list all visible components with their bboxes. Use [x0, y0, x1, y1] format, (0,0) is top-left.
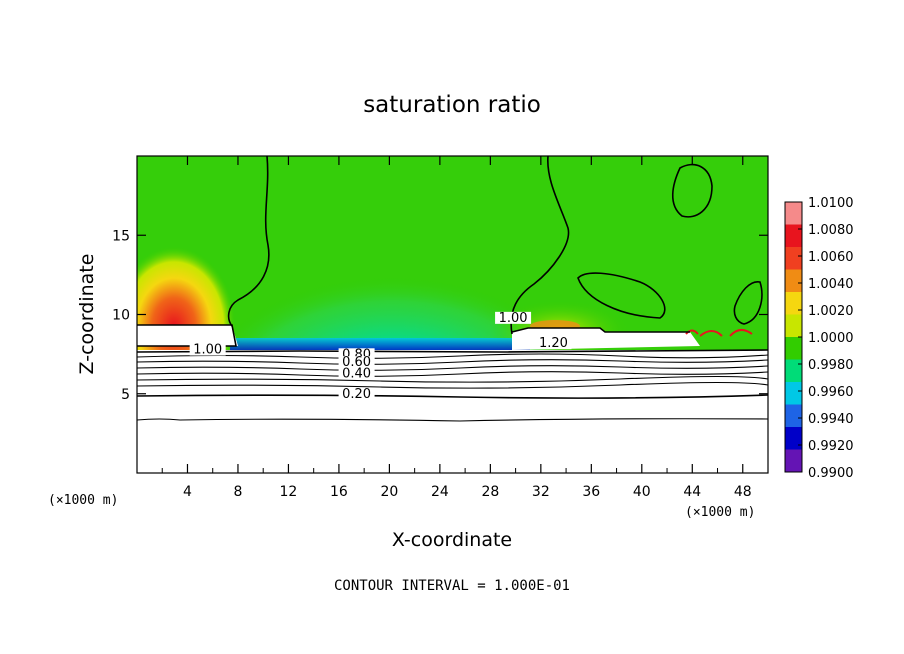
colorbar-label: 1.0020	[808, 304, 854, 319]
contour-label: 1.00	[193, 343, 222, 358]
colorbar-swatch	[785, 427, 802, 450]
colorbar-swatch	[785, 224, 802, 248]
x-tick-label: 44	[683, 484, 701, 500]
colorbar-swatch	[785, 449, 802, 473]
colorbar: 1.0100 1.0080 1.0060 1.0040 1.0020 1.0000 0.99…	[784, 196, 854, 481]
colorbar-label: 1.0100	[808, 196, 854, 211]
colorbar-swatch	[785, 382, 802, 405]
x-tick-label: 20	[380, 484, 398, 500]
colorbar-swatch	[785, 337, 802, 360]
colorbar-label: 1.0040	[808, 277, 854, 292]
colorbar-label: 0.9940	[808, 412, 854, 427]
contour-label: 0.60	[342, 355, 371, 370]
contour-label-bg	[338, 367, 375, 380]
x-tick-label: 4	[183, 484, 192, 500]
colorbar-label: 1.0000	[808, 331, 854, 346]
colorbar-swatch	[785, 314, 802, 338]
chart-title: saturation ratio	[363, 92, 541, 118]
colorbar-label: 0.9980	[808, 358, 854, 373]
colorbar-label: 0.9900	[808, 466, 854, 481]
contour-label: 0.40	[342, 366, 371, 381]
contour-label-bg	[189, 343, 226, 356]
x-tick-label: 12	[280, 484, 298, 500]
colorbar-swatch	[785, 269, 802, 293]
contour-label-bg	[495, 311, 532, 324]
contour-label-layer: 1.00 0.800.600.400.201.201.00	[189, 311, 572, 402]
y-tick-label: 5	[121, 387, 130, 403]
colorbar-label: 1.0060	[808, 250, 854, 265]
contour-label-bg	[338, 387, 375, 400]
y-tick-label: 15	[112, 228, 130, 244]
x-tick-label: 36	[582, 484, 600, 500]
x-tick-label: 16	[330, 484, 348, 500]
contour-label: 1.00	[499, 311, 528, 326]
y-axis-label: Z-coordinate	[76, 254, 98, 375]
colorbar-swatch	[785, 359, 802, 383]
x-tick-label: 28	[481, 484, 499, 500]
colorbar-label: 1.0080	[808, 223, 854, 238]
contour-interval: CONTOUR INTERVAL = 1.000E-01	[334, 578, 570, 594]
blue-band	[230, 338, 530, 352]
contour-label-bg	[535, 337, 572, 350]
x-unit-right: (×1000 m)	[685, 505, 755, 520]
contour-label: 0.20	[342, 387, 371, 402]
colorbar-swatch	[785, 292, 802, 315]
colorbar-label: 0.9920	[808, 439, 854, 454]
colorbar-label: 0.9960	[808, 385, 854, 400]
below-cloud-region	[137, 350, 768, 473]
x-unit-left: (×1000 m)	[48, 493, 118, 508]
x-axis-label: X-coordinate	[392, 529, 512, 551]
y-axis-ticks: 5 10 15	[112, 228, 768, 403]
x-tick-label: 40	[633, 484, 651, 500]
x-tick-label: 8	[233, 484, 242, 500]
contour-label: 1.20	[539, 336, 568, 351]
contour-label-bg	[338, 356, 375, 369]
x-tick-label: 32	[532, 484, 550, 500]
y-tick-label: 10	[112, 308, 130, 324]
colorbar-swatch	[785, 404, 802, 428]
colorbar-swatch	[785, 202, 802, 225]
x-tick-label: 48	[734, 484, 752, 500]
x-tick-label: 24	[431, 484, 449, 500]
plot-field: 1.00 0.800.600.400.201.201.00	[137, 156, 768, 473]
colorbar-swatch	[785, 247, 802, 270]
cloud-region-left	[137, 325, 238, 346]
x-axis-ticks: 4 8 12 16 20 24 28 32 36 40 44 48	[161, 156, 752, 500]
